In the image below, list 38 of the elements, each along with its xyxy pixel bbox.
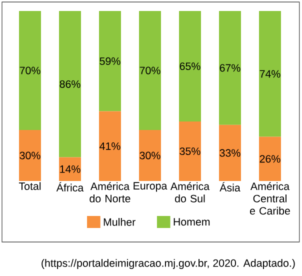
x-tick-label: África xyxy=(56,182,84,192)
bar xyxy=(179,122,201,181)
bar xyxy=(258,136,281,181)
data-label: 30% xyxy=(20,152,40,160)
data-label: 67% xyxy=(220,64,240,72)
text: (https://portaldeimigracao.mj.gov.br, 2020. Adaptado.) xyxy=(42,259,295,269)
x-tick-label: América do Norte xyxy=(90,182,130,202)
legend-label: Mulher xyxy=(104,218,136,226)
bar xyxy=(218,124,241,181)
data-label: 35% xyxy=(180,147,200,156)
bar xyxy=(19,130,42,181)
data-label: 30% xyxy=(140,152,160,160)
data-label: 70% xyxy=(20,66,40,74)
bar xyxy=(139,130,161,181)
bar xyxy=(218,11,241,125)
data-label: 26% xyxy=(260,155,280,163)
x-tick-label: América Central e Caribe xyxy=(250,182,290,215)
bar xyxy=(19,11,42,130)
bar xyxy=(139,11,161,130)
data-label: 14% xyxy=(60,165,80,173)
data-label: 70% xyxy=(140,66,160,74)
x-tick-label: Europa xyxy=(134,182,168,192)
data-label: 41% xyxy=(100,142,120,150)
data-label: 74% xyxy=(260,70,280,78)
x-tick-label: Total xyxy=(18,182,41,190)
data-label: 65% xyxy=(180,62,200,70)
x-tick-label: América do Sul xyxy=(170,182,210,202)
bar xyxy=(258,11,281,137)
bar xyxy=(99,11,121,112)
bar xyxy=(59,11,82,158)
bar xyxy=(179,11,201,122)
bar xyxy=(99,111,121,181)
data-label: 59% xyxy=(100,57,120,65)
data-label: 33% xyxy=(220,149,240,157)
legend-label: Homem xyxy=(174,218,210,226)
x-tick-label: Ásia xyxy=(220,182,240,192)
data-label: 86% xyxy=(60,80,80,88)
bar xyxy=(59,157,82,181)
